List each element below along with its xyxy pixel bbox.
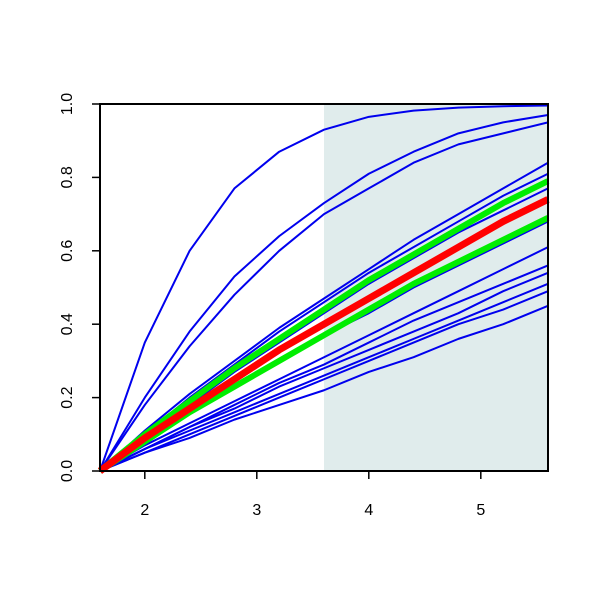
- curve: [99, 290, 549, 472]
- y-tick-label: 0.4: [59, 313, 76, 335]
- curve: [98, 178, 550, 474]
- curve: [99, 114, 549, 472]
- x-tick-label: 3: [252, 502, 261, 519]
- curve: [99, 161, 549, 472]
- curve: [99, 304, 549, 472]
- plot-frame: [99, 103, 549, 472]
- y-tick-label: 0.2: [59, 386, 76, 408]
- y-tick-label: 0.0: [59, 460, 76, 482]
- x-tick-label: 2: [140, 502, 149, 519]
- curve: [99, 104, 549, 472]
- y-tick-label: 0.6: [59, 240, 76, 262]
- x-tick-label: 4: [364, 502, 373, 519]
- curve: [99, 282, 549, 472]
- curve: [97, 196, 550, 474]
- y-tick-label: 0.8: [59, 166, 76, 188]
- curve: [99, 246, 549, 472]
- x-tick-label: 5: [476, 502, 485, 519]
- curve: [99, 121, 549, 472]
- y-tick-label: 1.0: [59, 93, 76, 115]
- curve: [99, 271, 549, 472]
